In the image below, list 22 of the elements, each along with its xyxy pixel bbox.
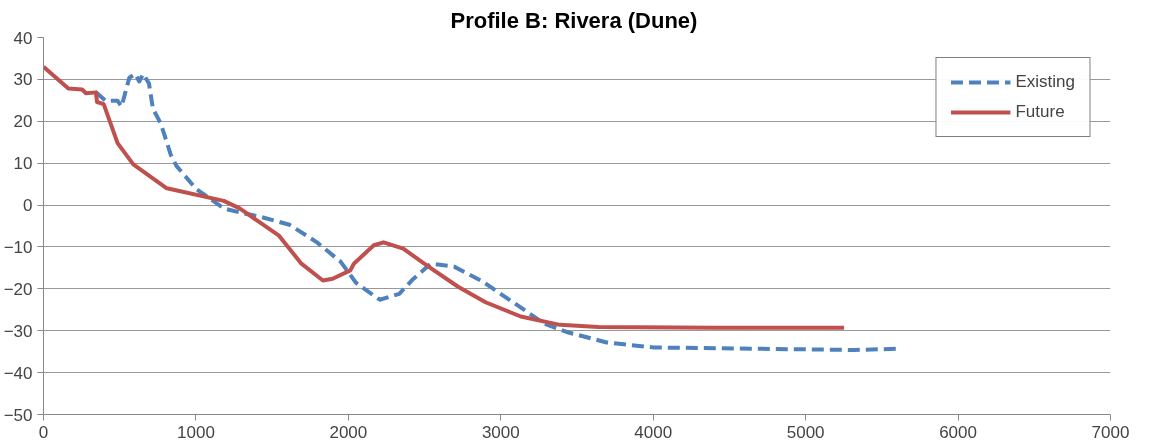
x-tick-label: 5000 (786, 422, 825, 442)
x-tick-label: 7000 (1091, 422, 1130, 442)
y-tick-label: −10 (3, 237, 33, 257)
x-tick-label: 4000 (634, 422, 673, 442)
y-tick-label: −40 (3, 363, 33, 383)
line-series (43, 64, 847, 330)
y-tick-label: 20 (13, 112, 33, 132)
y-tick-label: 40 (13, 28, 33, 48)
legend-label: Existing (1015, 72, 1075, 92)
x-tick-label: 0 (38, 422, 49, 442)
chart-title: Profile B: Rivera (Dune) (450, 7, 698, 33)
x-tick-label: 6000 (939, 422, 977, 442)
y-tick-label: 30 (13, 70, 33, 90)
x-tick-label: 2000 (329, 422, 368, 442)
legend-label: Future (1015, 102, 1065, 122)
y-tick-label: −30 (3, 321, 33, 341)
y-tick-label: 0 (23, 196, 33, 216)
y-tick-label: −50 (3, 405, 33, 425)
y-tick-label: 10 (13, 154, 33, 174)
x-tick-label: 1000 (177, 422, 215, 442)
x-tick-label: 3000 (481, 422, 520, 442)
y-tick-label: −20 (3, 279, 33, 299)
